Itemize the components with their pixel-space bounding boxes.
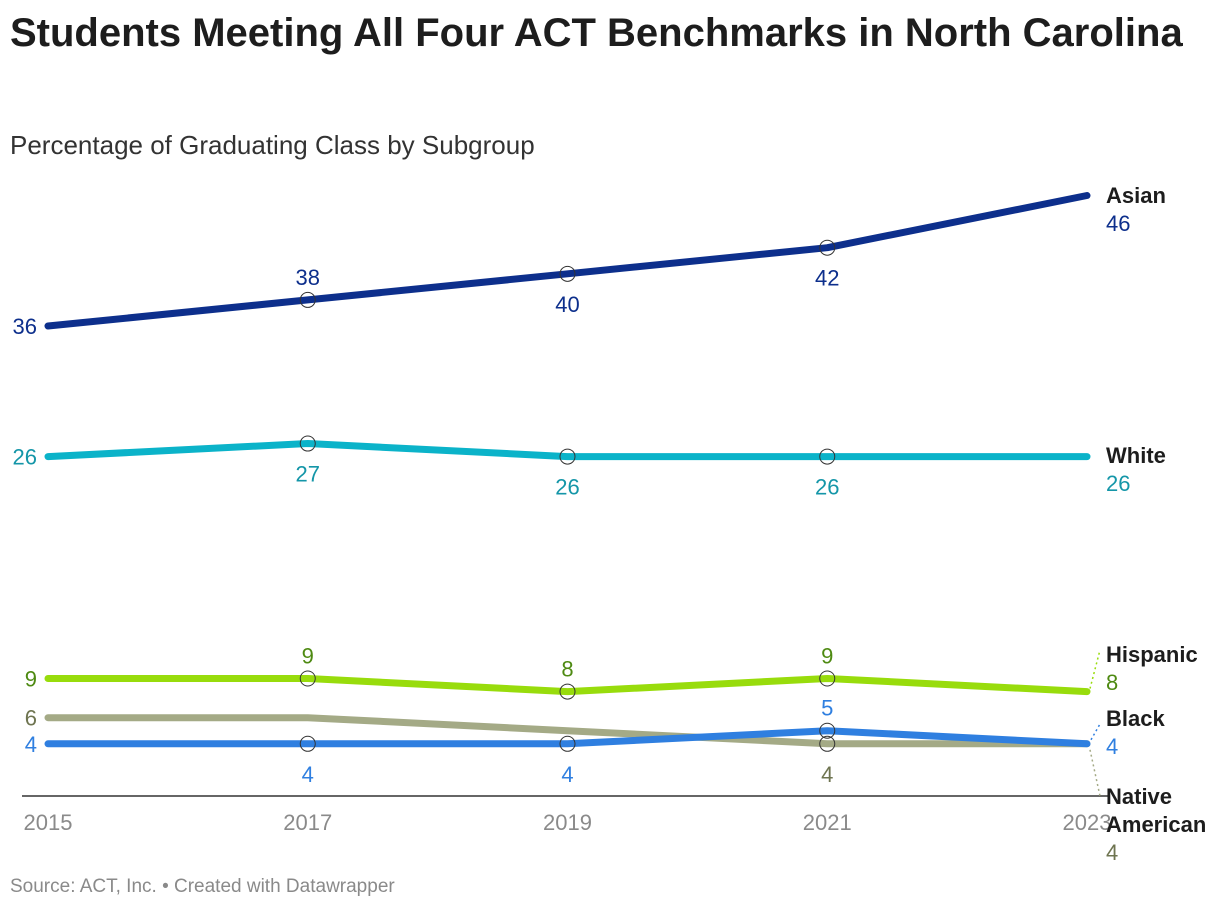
end-label-name-asian: Asian [1106,183,1166,208]
data-label-asian-2021: 42 [815,266,839,291]
series-line-hispanic[interactable] [44,675,1091,696]
data-label-asian-2015: 36 [13,314,37,339]
data-marker-white-2019[interactable] [559,448,576,465]
end-label-value-black: 4 [1106,734,1118,759]
data-label-native-american-2015: 6 [25,706,37,731]
data-marker-hispanic-2017[interactable] [299,670,316,687]
series-line-black[interactable] [44,727,1091,748]
source-note: Source: ACT, Inc. • Created with Datawra… [10,876,395,897]
data-marker-white-2021[interactable] [819,448,836,465]
data-marker-asian-2019[interactable] [559,265,576,282]
end-label-name-native-american-2: American [1106,812,1206,837]
data-label-asian-2017: 38 [296,265,320,290]
data-marker-hispanic-2019[interactable] [559,683,576,700]
data-label-white-2019: 26 [555,475,579,500]
chart-title: Students Meeting All Four ACT Benchmarks… [10,11,1183,55]
series-line-native-american[interactable] [44,714,1091,748]
end-label-value-asian: 46 [1106,211,1130,236]
end-label-value-white: 26 [1106,471,1130,496]
data-label-black-2017: 4 [302,762,314,787]
x-tick-label-2017: 2017 [283,810,332,835]
connector-native-american [1089,749,1101,797]
data-label-hispanic-2015: 9 [25,667,37,692]
connector-hispanic [1089,649,1101,689]
series-line-white[interactable] [44,440,1091,461]
data-marker-black-2017[interactable] [299,735,316,752]
chart-subtitle: Percentage of Graduating Class by Subgro… [10,130,535,160]
end-label-name-black: Black [1106,706,1165,731]
data-label-native-american-2021: 4 [821,762,833,787]
end-label-value-native-american: 4 [1106,840,1118,865]
data-marker-native-american-2021[interactable] [819,735,836,752]
end-label-name-hispanic: Hispanic [1106,642,1198,667]
data-label-hispanic-2021: 9 [821,644,833,669]
data-marker-black-2019[interactable] [559,735,576,752]
data-label-black-2015: 4 [25,732,37,757]
data-label-hispanic-2019: 8 [561,657,573,682]
x-tick-label-2021: 2021 [803,810,852,835]
data-label-hispanic-2017: 9 [302,644,314,669]
x-tick-label-2019: 2019 [543,810,592,835]
data-label-asian-2019: 40 [555,292,579,317]
data-marker-black-2021[interactable] [819,722,836,739]
data-label-white-2015: 26 [13,445,37,470]
data-label-white-2021: 26 [815,475,839,500]
data-marker-asian-2021[interactable] [819,239,836,256]
end-label-name-native-american-1: Native [1106,784,1172,809]
data-label-white-2017: 27 [296,462,320,487]
connector-black [1090,723,1101,741]
data-marker-asian-2017[interactable] [299,291,316,308]
data-label-black-2021: 5 [821,696,833,721]
data-marker-hispanic-2021[interactable] [819,670,836,687]
data-marker-white-2017[interactable] [299,435,316,452]
series-line-asian[interactable] [44,192,1091,330]
x-tick-label-2015: 2015 [24,810,73,835]
end-label-name-white: White [1106,443,1166,468]
data-label-black-2019: 4 [561,762,573,787]
x-tick-label-2023: 2023 [1063,810,1112,835]
end-label-value-hispanic: 8 [1106,670,1118,695]
